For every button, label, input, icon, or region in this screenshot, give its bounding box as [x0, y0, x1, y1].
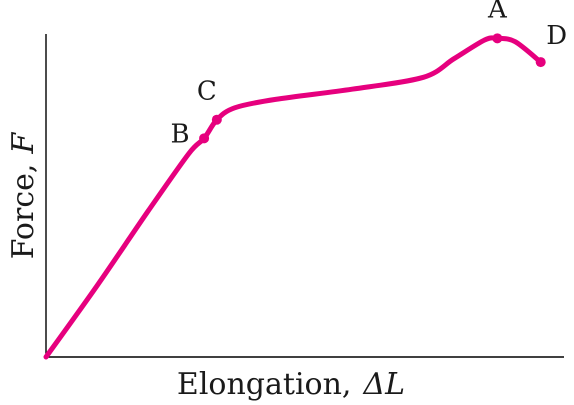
x-axis-title-symbol: ΔL [362, 367, 405, 402]
x-axis-title-text: Elongation, [177, 367, 352, 402]
point-label-c: C [197, 77, 217, 107]
curve-points: BC A D [171, 0, 568, 149]
y-axis-title: Force, F [6, 132, 41, 260]
plot-area: BC A D [43, 0, 568, 360]
force-curve [43, 35, 544, 360]
point-marker-b [199, 133, 210, 144]
y-axis-title-text: Force, [6, 164, 41, 260]
point-label-a: A [487, 0, 508, 24]
point-marker-c [211, 114, 222, 125]
y-axis-title-symbol: F [6, 132, 41, 155]
point-label-d: D [546, 21, 567, 51]
point-marker-d [535, 57, 546, 68]
point-label-b: B [171, 119, 190, 149]
x-axis-title: Elongation, ΔL [177, 367, 405, 402]
point-marker-a [492, 33, 503, 44]
